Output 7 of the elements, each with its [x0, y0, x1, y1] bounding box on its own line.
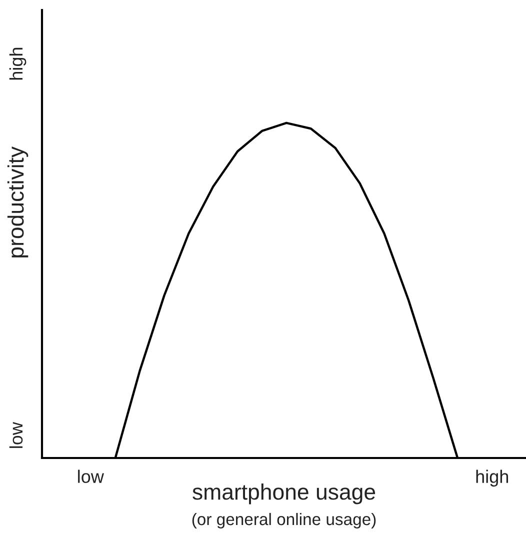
y-axis-title: productivity: [7, 146, 28, 258]
text: high: [9, 48, 26, 80]
text: low: [78, 470, 104, 484]
text: (or general online usage): [192, 512, 376, 528]
x-axis-title: smartphone usage: [192, 483, 376, 504]
text: high: [476, 470, 508, 487]
text: low: [9, 422, 23, 448]
